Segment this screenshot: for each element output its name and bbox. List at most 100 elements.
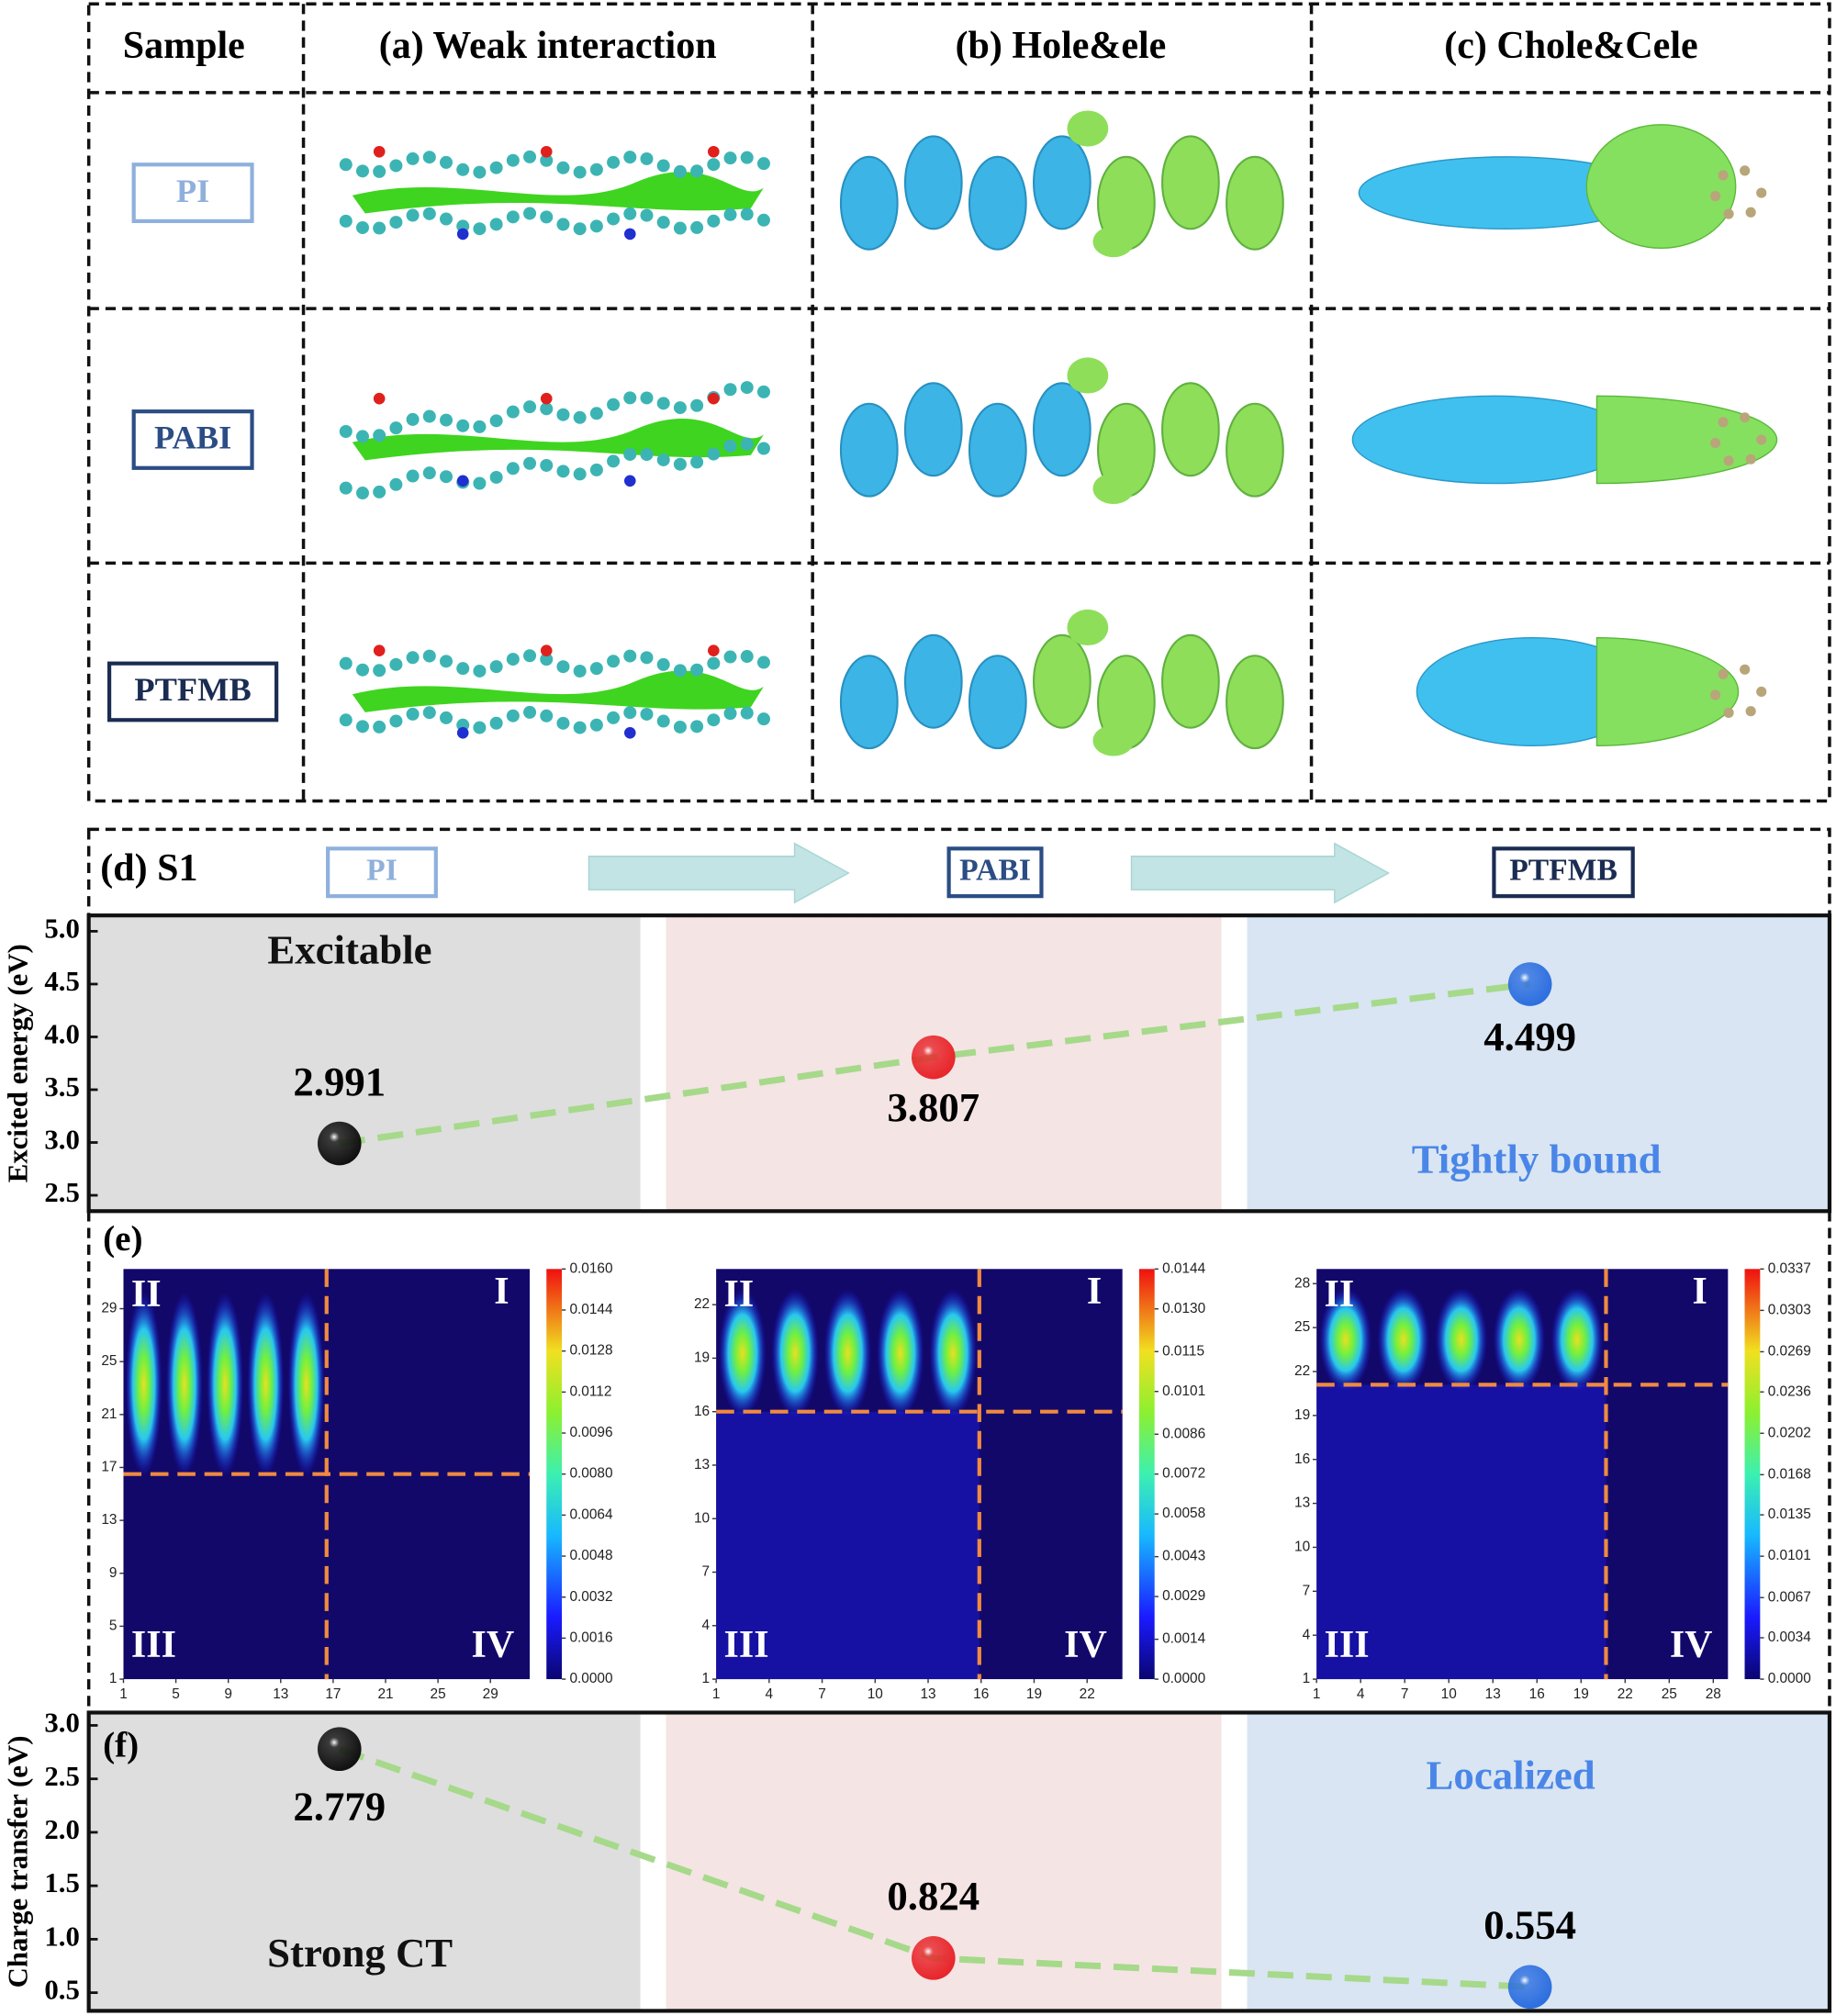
flow-label: PABI — [959, 854, 1031, 888]
atom — [440, 212, 453, 226]
x-tick-label: 7 — [818, 1686, 826, 1702]
colorbar-tick-label: 0.0067 — [1768, 1589, 1811, 1605]
atom — [740, 207, 754, 221]
value-label: 0.554 — [1483, 1902, 1576, 1948]
annotation: Tightly bound — [1412, 1137, 1662, 1182]
heatmap-glow — [287, 1292, 325, 1477]
atom — [540, 709, 554, 722]
atom — [1756, 187, 1767, 198]
atom — [623, 726, 636, 739]
atom — [723, 383, 737, 397]
atom — [740, 437, 754, 451]
y-tick-label: 13 — [1294, 1495, 1310, 1511]
heatmap-glow — [125, 1292, 162, 1477]
atom — [607, 454, 621, 468]
flow-label: PTFMB — [1509, 854, 1618, 888]
atom — [740, 151, 754, 164]
atom — [339, 481, 353, 495]
colorbar-tick-label: 0.0144 — [1162, 1260, 1206, 1276]
y-tick-label: 2.5 — [44, 1761, 80, 1792]
value-label: 2.991 — [293, 1058, 386, 1104]
atom — [422, 409, 436, 423]
x-tick-label: 1 — [1313, 1686, 1321, 1702]
x-tick-label: 22 — [1080, 1686, 1095, 1702]
atom — [690, 663, 704, 677]
atom — [1756, 434, 1767, 445]
colorbar-tick-label: 0.0064 — [569, 1506, 613, 1522]
atom — [489, 161, 503, 174]
atom — [573, 410, 587, 424]
atom — [589, 407, 603, 420]
x-tick-label: 16 — [1529, 1686, 1545, 1702]
quadrant-label: IV — [1064, 1624, 1107, 1666]
atom — [756, 157, 770, 171]
atom — [355, 487, 369, 500]
sample-box — [131, 162, 254, 223]
colorbar-tick-label: 0.0269 — [1768, 1344, 1811, 1360]
atom — [540, 653, 554, 666]
atom — [389, 159, 403, 173]
atom — [489, 218, 503, 231]
atom — [707, 158, 721, 172]
colorbar-tick-label: 0.0014 — [1162, 1631, 1206, 1647]
colorbar-tick-label: 0.0016 — [569, 1630, 612, 1645]
atom — [1718, 170, 1729, 181]
atom — [640, 391, 654, 405]
x-tick-label: 4 — [766, 1686, 774, 1702]
heatmap-glow — [247, 1292, 285, 1477]
heatmap-region — [1316, 1384, 1606, 1680]
colorbar-tick-label: 0.0043 — [1162, 1549, 1205, 1564]
orbital-lobe — [903, 382, 963, 477]
region-band — [90, 915, 641, 1212]
orbital-lobe — [1226, 655, 1284, 750]
atom — [756, 655, 770, 669]
flow-box — [1492, 846, 1635, 899]
molecule-illustrations — [339, 110, 1778, 756]
sample-box — [106, 661, 279, 722]
atom — [473, 420, 487, 433]
x-tick-label: 13 — [273, 1686, 288, 1702]
y-tick-label: 1 — [1303, 1671, 1311, 1686]
atom — [355, 720, 369, 734]
y-tick-label: 21 — [101, 1406, 117, 1422]
y-tick-label: 28 — [1294, 1275, 1310, 1291]
atom — [339, 713, 353, 727]
x-tick-label: 17 — [325, 1686, 341, 1702]
y-tick-label: 22 — [694, 1296, 710, 1312]
colorbar-tick-label: 0.0029 — [1162, 1588, 1205, 1604]
table-header: Sample — [123, 25, 245, 67]
atom — [623, 447, 637, 461]
y-tick-label: 4.5 — [44, 966, 80, 997]
heatmap-glow — [165, 1292, 203, 1477]
atom — [690, 720, 704, 734]
data-point — [1507, 1965, 1552, 2010]
orbital-lobe — [1032, 135, 1092, 230]
colorbar-tick-label: 0.0058 — [1162, 1506, 1205, 1521]
atom — [440, 655, 453, 668]
orbital-lobe — [1161, 633, 1220, 729]
atom — [1756, 686, 1767, 698]
colorbar-tick-label: 0.0086 — [1162, 1426, 1205, 1441]
atom — [523, 649, 537, 663]
atom — [573, 721, 587, 734]
x-tick-label: 19 — [1573, 1686, 1589, 1702]
heatmap-glow — [1493, 1287, 1546, 1393]
colorbar — [546, 1269, 563, 1680]
x-tick-label: 1 — [712, 1686, 721, 1702]
atom — [1723, 455, 1734, 466]
colorbar-tick-label: 0.0168 — [1768, 1466, 1811, 1482]
y-tick-label: 16 — [1294, 1451, 1310, 1467]
orbital-lobe — [1226, 155, 1284, 251]
atom — [506, 462, 520, 476]
atom — [589, 718, 603, 732]
atom — [523, 207, 537, 220]
atom — [740, 706, 754, 720]
atom — [1740, 165, 1751, 176]
atom — [540, 145, 553, 158]
atom — [589, 662, 603, 676]
atom — [440, 711, 453, 724]
atom — [607, 155, 621, 169]
colorbar-tick-label: 0.0072 — [1162, 1466, 1205, 1482]
x-tick-label: 19 — [1026, 1686, 1042, 1702]
atom — [373, 429, 386, 442]
